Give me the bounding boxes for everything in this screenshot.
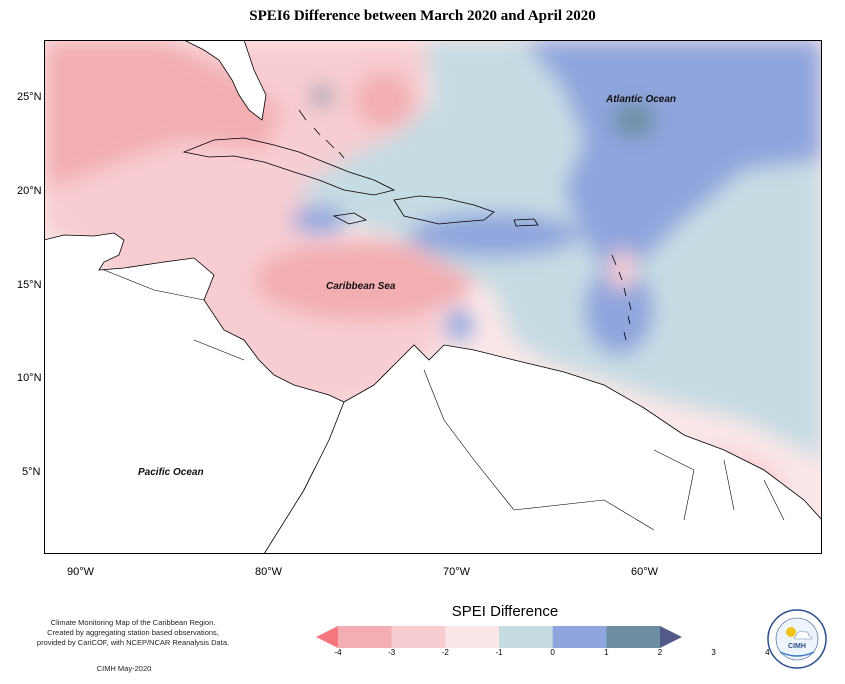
lat-label-5n: 5°N (22, 466, 41, 478)
land-hispaniola (393, 195, 495, 225)
legend-swatch-5 (552, 626, 607, 648)
cimh-logo: CIMH (767, 609, 827, 669)
legend-swatch-2 (391, 626, 446, 648)
legend-tick-7: 3 (711, 648, 716, 657)
country-borders (103, 269, 785, 531)
field-blue-atlantic (524, 40, 822, 270)
legend-tick-6: 2 (657, 648, 663, 657)
legend-tick-5: 1 (604, 648, 609, 657)
label-caribbean-sea: Caribbean Sea (326, 281, 396, 292)
map-title: SPEI6 Difference between March 2020 and … (249, 8, 596, 24)
field-blue-lesser (584, 265, 654, 355)
credits-line-3: provided by CariCOF, with NCEP/NCAR Rean… (36, 638, 230, 647)
map-credits: Climate Monitoring Map of the Caribbean … (18, 618, 248, 648)
map-frame (44, 40, 822, 554)
land-florida (183, 40, 267, 121)
land-south-america (263, 344, 822, 554)
legend-tick-8: 4 (765, 648, 770, 657)
legend-tick-0: -4 (334, 648, 342, 657)
field-blue-venezuela (445, 309, 473, 341)
credits-line-1: Climate Monitoring Map of the Caribbean … (50, 618, 216, 627)
legend-swatch-6 (606, 626, 661, 648)
legend-tick-3: -1 (495, 648, 503, 657)
label-pacific-ocean: Pacific Ocean (138, 467, 204, 478)
legend-swatch-3 (445, 626, 500, 648)
legend-tick-4: 0 (550, 648, 555, 657)
field-blue-haiti (409, 213, 579, 257)
lon-label-90w: 90°W (67, 566, 95, 578)
land-cuba (182, 137, 396, 196)
field-blue-atlantic-core (612, 102, 656, 138)
field-blue-bahamas (312, 86, 332, 106)
land-puertorico (513, 218, 539, 227)
legend-swatch-4 (499, 626, 554, 648)
lesser-antilles (298, 109, 632, 341)
cloud-icon (794, 631, 813, 640)
field-blue-cuba (291, 206, 347, 234)
credits-date: CIMH May-2020 (96, 664, 152, 673)
logo-text: CIMH (788, 643, 806, 650)
lat-label-10n: 10°N (17, 372, 42, 384)
label-atlantic-ocean: Atlantic Ocean (606, 94, 677, 105)
legend-swatch-1 (338, 626, 393, 648)
legend-swatch-7 (660, 626, 682, 648)
land-jamaica (332, 212, 368, 225)
legend-colorbar (316, 626, 682, 648)
lat-label-20n: 20°N (17, 185, 42, 197)
field-red-caribbean (254, 240, 474, 320)
sun-icon (786, 627, 796, 637)
lon-label-70w: 70°W (443, 566, 471, 578)
credits-line-2: Created by aggregating station based obs… (47, 628, 219, 637)
field-red-nw (44, 40, 284, 190)
lat-label-25n: 25°N (17, 91, 42, 103)
lon-label-80w: 80°W (255, 566, 283, 578)
lat-label-15n: 15°N (17, 279, 42, 291)
spei-map (44, 40, 822, 554)
legend-tick-2: -2 (441, 648, 449, 657)
field-red-bahamas (354, 72, 414, 128)
legend-title: SPEI Difference (451, 603, 559, 620)
lon-label-60w: 60°W (631, 566, 659, 578)
legend-swatch-0 (316, 626, 338, 648)
land-masses (44, 40, 822, 554)
field-pink-leeward (608, 250, 636, 290)
legend-tick-1: -3 (388, 648, 396, 657)
